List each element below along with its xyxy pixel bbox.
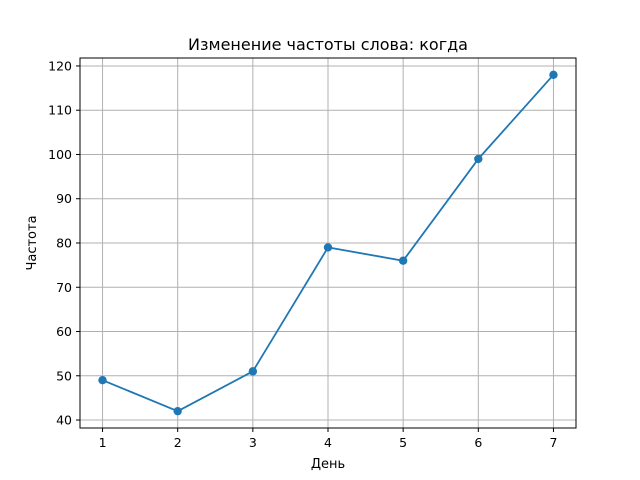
data-point — [98, 376, 107, 385]
y-tick-label: 70 — [56, 280, 72, 295]
data-point — [173, 406, 182, 416]
y-tick-label: 90 — [56, 191, 72, 206]
x-tick-label: 6 — [474, 435, 482, 450]
y-axis-label: Частота — [25, 215, 40, 270]
data-point — [398, 256, 408, 265]
y-tick-label: 100 — [48, 147, 72, 162]
x-tick-label: 2 — [174, 435, 182, 450]
x-axis: 1 2 3 4 5 6 7 — [99, 428, 557, 450]
data-point — [474, 154, 483, 164]
x-tick-label: 4 — [324, 435, 332, 450]
series-group — [98, 70, 558, 416]
y-tick-label: 40 — [56, 413, 72, 428]
y-tick-label: 120 — [48, 58, 72, 73]
data-point — [248, 367, 258, 376]
data-point — [323, 243, 333, 252]
grid — [80, 58, 576, 428]
y-tick-label: 80 — [56, 236, 72, 251]
x-tick-label: 5 — [399, 435, 407, 450]
x-axis-label: День — [311, 457, 345, 472]
y-tick-label: 50 — [56, 368, 72, 383]
y-tick-label: 60 — [56, 324, 72, 339]
y-axis: 40 50 60 70 80 90 100 110 120 — [48, 58, 80, 428]
x-tick-label: 3 — [249, 435, 257, 450]
chart-title: Изменение частоты слова: когда — [188, 35, 468, 54]
x-tick-label: 1 — [99, 435, 107, 450]
x-tick-label: 7 — [549, 435, 557, 450]
data-point — [549, 70, 558, 80]
y-tick-label: 110 — [48, 103, 72, 118]
